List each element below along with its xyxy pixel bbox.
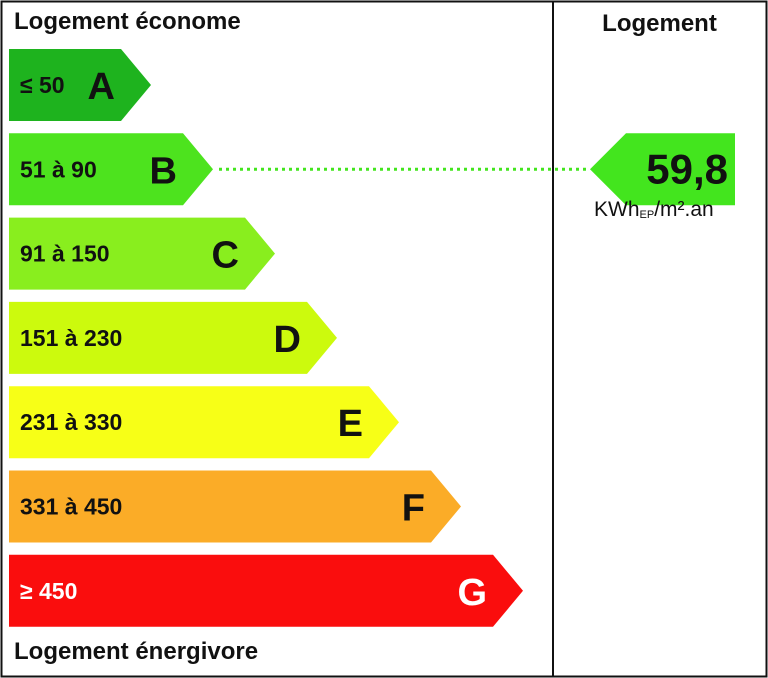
class-letter-e: E <box>338 403 363 445</box>
range-label-e: 231 à 330 <box>20 409 122 435</box>
energy-bar-f <box>9 470 461 543</box>
header-inefficient: Logement énergivore <box>14 638 259 665</box>
range-label-g: ≥ 450 <box>20 578 77 604</box>
range-label-d: 151 à 230 <box>20 325 122 351</box>
header-efficient: Logement économe <box>14 8 241 35</box>
class-letter-a: A <box>88 66 115 108</box>
value-arrow <box>590 133 735 206</box>
class-letter-g: G <box>457 572 487 614</box>
current-value: 59,8 <box>646 145 728 192</box>
range-label-c: 91 à 150 <box>20 241 110 267</box>
class-letter-f: F <box>402 488 425 530</box>
energy-bar-b <box>9 133 213 206</box>
energy-bar-e <box>9 386 399 459</box>
energy-bar-g <box>9 554 523 627</box>
unit-tail: /m².an <box>654 198 714 221</box>
unit-main: KWh <box>594 198 640 221</box>
class-letter-c: C <box>212 235 239 277</box>
class-letter-b: B <box>150 150 177 192</box>
unit-label: KWhEP/m².an <box>594 198 714 222</box>
range-label-b: 51 à 90 <box>20 156 97 182</box>
unit-sub: EP <box>639 209 655 221</box>
range-label-f: 331 à 450 <box>20 494 122 520</box>
energy-bar-c <box>9 217 275 290</box>
bars-group: ≤ 50 A 51 à 90 B 91 à 150 C 151 à 230 D 231 à 33… <box>9 49 523 627</box>
energy-bar-a <box>9 49 151 121</box>
class-letter-d: D <box>274 319 301 361</box>
energy-bar-d <box>9 301 337 374</box>
range-label-a: ≤ 50 <box>20 72 65 98</box>
value-marker-group: 59,8 <box>219 133 735 206</box>
header-housing: Logement <box>602 10 717 37</box>
